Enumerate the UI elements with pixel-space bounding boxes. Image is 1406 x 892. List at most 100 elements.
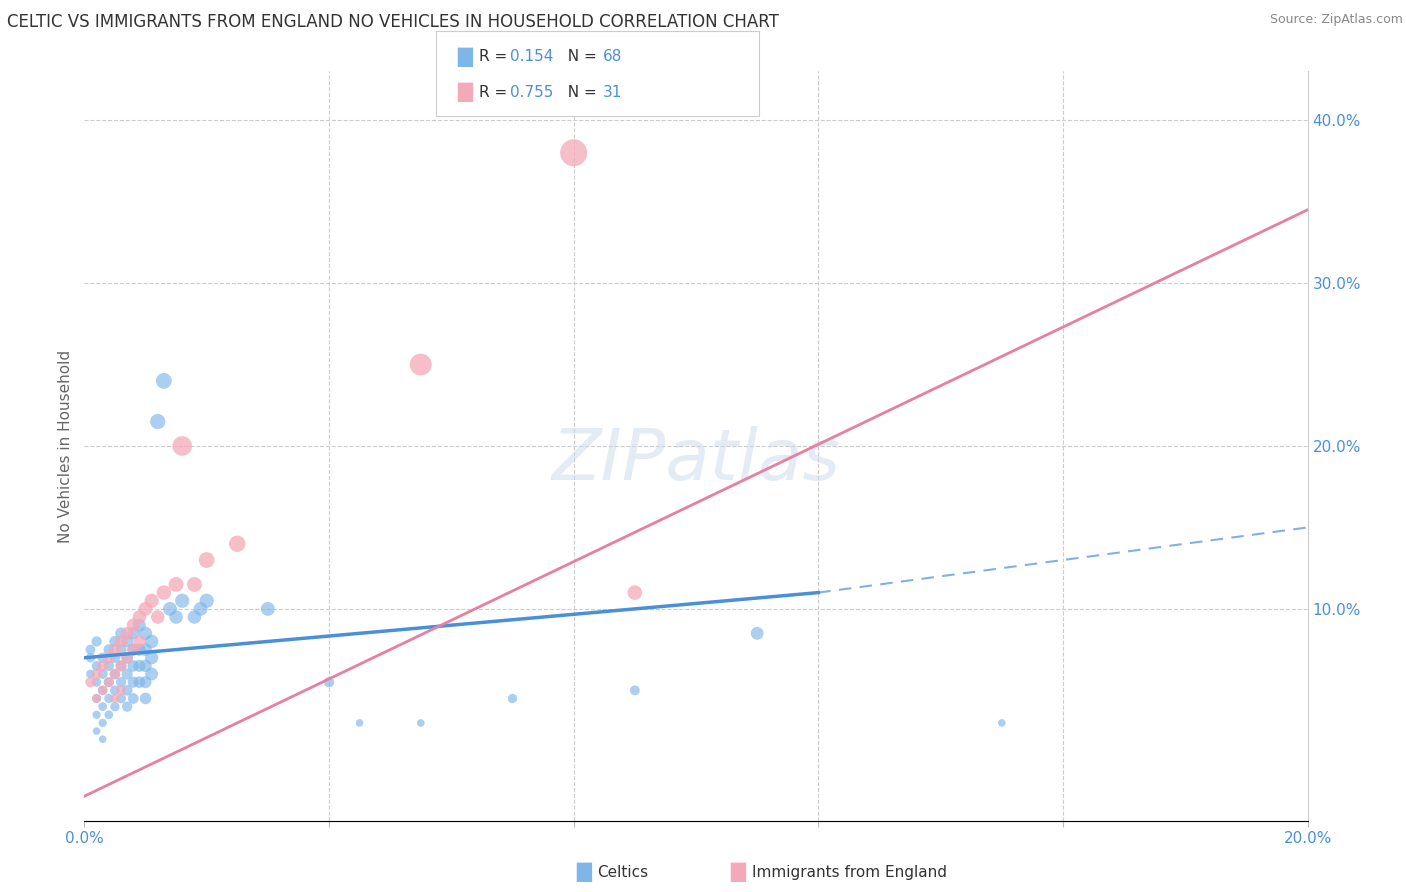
Point bbox=[86, 691, 108, 706]
Point bbox=[172, 593, 194, 607]
Point bbox=[135, 659, 157, 673]
Point bbox=[128, 675, 150, 690]
Point bbox=[122, 642, 145, 657]
Point bbox=[226, 537, 249, 551]
Point bbox=[122, 618, 145, 632]
Point bbox=[141, 650, 163, 665]
Point bbox=[104, 667, 127, 681]
Point bbox=[86, 659, 108, 673]
Point bbox=[104, 642, 127, 657]
Point bbox=[141, 593, 163, 607]
Point bbox=[104, 634, 127, 648]
Text: Immigrants from England: Immigrants from England bbox=[752, 865, 948, 880]
Point bbox=[135, 626, 157, 640]
Point bbox=[110, 691, 132, 706]
Point bbox=[97, 675, 120, 690]
Point bbox=[91, 683, 114, 698]
Point bbox=[110, 659, 132, 673]
Point bbox=[115, 634, 138, 648]
Text: N =: N = bbox=[558, 85, 602, 100]
Point bbox=[165, 577, 187, 591]
Point bbox=[195, 553, 218, 567]
Point bbox=[110, 634, 132, 648]
Point bbox=[159, 602, 181, 616]
Point bbox=[97, 642, 120, 657]
Point bbox=[97, 659, 120, 673]
Point bbox=[183, 610, 205, 624]
Y-axis label: No Vehicles in Household: No Vehicles in Household bbox=[58, 350, 73, 542]
Point bbox=[104, 691, 127, 706]
Point bbox=[165, 610, 187, 624]
Point bbox=[153, 374, 176, 388]
Point bbox=[135, 642, 157, 657]
Point bbox=[146, 610, 169, 624]
Point bbox=[318, 675, 340, 690]
Point bbox=[141, 634, 163, 648]
Text: 0.755: 0.755 bbox=[510, 85, 554, 100]
Point bbox=[110, 626, 132, 640]
Point bbox=[79, 667, 101, 681]
Text: █: █ bbox=[731, 863, 745, 882]
Point bbox=[115, 667, 138, 681]
Point bbox=[135, 602, 157, 616]
Point bbox=[115, 626, 138, 640]
Point bbox=[122, 691, 145, 706]
Point bbox=[97, 691, 120, 706]
Point bbox=[747, 626, 769, 640]
Point bbox=[91, 667, 114, 681]
Text: █: █ bbox=[457, 47, 472, 67]
Point bbox=[97, 675, 120, 690]
Point bbox=[409, 715, 432, 730]
Point bbox=[91, 699, 114, 714]
Text: N =: N = bbox=[558, 49, 602, 64]
Point bbox=[409, 358, 432, 372]
Text: 0.154: 0.154 bbox=[510, 49, 554, 64]
Point bbox=[562, 145, 585, 160]
Point bbox=[122, 659, 145, 673]
Point bbox=[624, 585, 647, 599]
Point bbox=[91, 683, 114, 698]
Point bbox=[190, 602, 212, 616]
Point bbox=[91, 715, 114, 730]
Point bbox=[172, 439, 194, 453]
Text: █: █ bbox=[457, 83, 472, 103]
Point bbox=[110, 642, 132, 657]
Text: Celtics: Celtics bbox=[598, 865, 648, 880]
Point bbox=[135, 691, 157, 706]
Point bbox=[349, 715, 371, 730]
Point bbox=[122, 675, 145, 690]
Point bbox=[79, 675, 101, 690]
Text: 68: 68 bbox=[603, 49, 623, 64]
Point bbox=[91, 732, 114, 747]
Point bbox=[86, 634, 108, 648]
Point bbox=[110, 675, 132, 690]
Text: R =: R = bbox=[479, 85, 513, 100]
Point bbox=[86, 667, 108, 681]
Point bbox=[91, 650, 114, 665]
Point bbox=[115, 699, 138, 714]
Point bbox=[86, 691, 108, 706]
Point bbox=[104, 650, 127, 665]
Point bbox=[195, 593, 218, 607]
Point bbox=[128, 642, 150, 657]
Point bbox=[257, 602, 280, 616]
Point bbox=[115, 650, 138, 665]
Text: ZIPatlas: ZIPatlas bbox=[551, 426, 841, 495]
Point bbox=[79, 642, 101, 657]
Point bbox=[128, 659, 150, 673]
Point bbox=[128, 610, 150, 624]
Point bbox=[128, 618, 150, 632]
Text: CELTIC VS IMMIGRANTS FROM ENGLAND NO VEHICLES IN HOUSEHOLD CORRELATION CHART: CELTIC VS IMMIGRANTS FROM ENGLAND NO VEH… bbox=[7, 13, 779, 31]
Point bbox=[86, 707, 108, 722]
Text: █: █ bbox=[576, 863, 591, 882]
Point bbox=[183, 577, 205, 591]
Point bbox=[104, 699, 127, 714]
Point bbox=[97, 650, 120, 665]
Point bbox=[104, 683, 127, 698]
Point bbox=[128, 634, 150, 648]
Point bbox=[135, 675, 157, 690]
Point bbox=[97, 707, 120, 722]
Text: 31: 31 bbox=[603, 85, 623, 100]
Point bbox=[502, 691, 524, 706]
Point bbox=[624, 683, 647, 698]
